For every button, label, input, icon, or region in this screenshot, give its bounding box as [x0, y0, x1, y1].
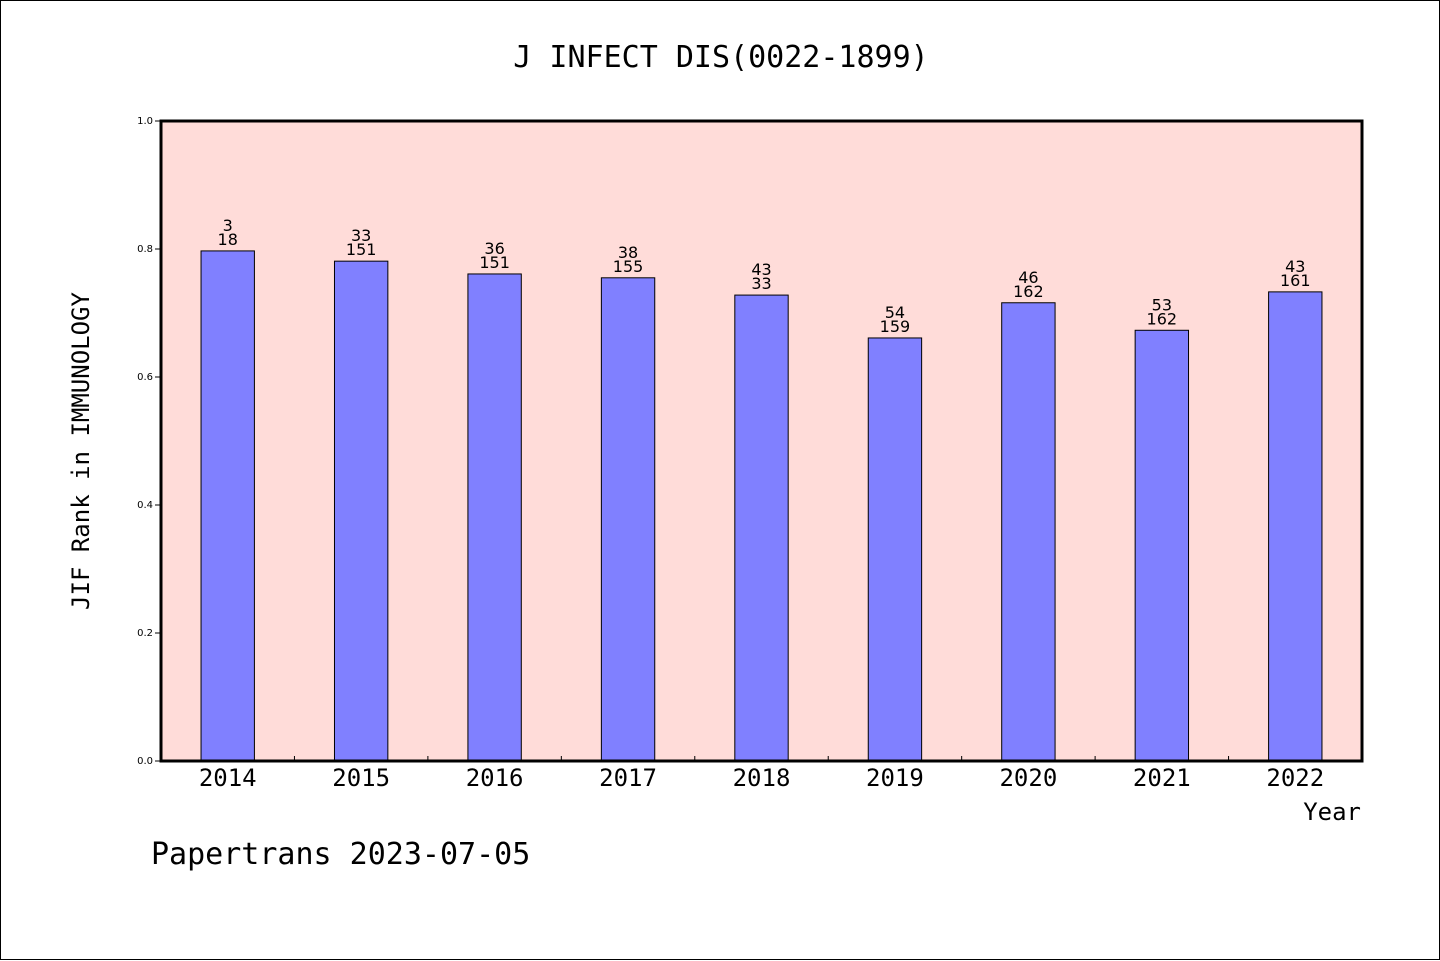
bar-total-label: 162	[1013, 282, 1044, 301]
bar-2019	[867, 337, 923, 762]
y-axis: 0.0 0.2 0.4 0.6 0.8 1.0	[137, 116, 161, 767]
bar-rank-label: 3	[223, 216, 233, 235]
x-tick-label: 2021	[1133, 764, 1191, 792]
footer-credit: Papertrans 2023-07-05	[151, 837, 530, 872]
bar-total-label: 151	[479, 253, 510, 272]
y-tick-label: 0.4	[137, 500, 153, 511]
bar-total-label: 151	[346, 240, 377, 259]
bar-rank-label: 54	[885, 303, 905, 322]
y-axis-label: JIF Rank in IMMUNOLOGY	[67, 292, 95, 610]
bar-rank-label: 38	[618, 243, 638, 262]
bar-2017	[600, 277, 656, 762]
x-tick-label: 2020	[999, 764, 1057, 792]
bar-2020	[1001, 302, 1056, 762]
chart-title: J INFECT DIS(0022-1899)	[513, 40, 928, 75]
bar-total-label: 161	[1280, 271, 1311, 290]
y-tick-label: 0.8	[137, 244, 153, 255]
bar-rank-label: 43	[751, 260, 771, 279]
bar-2016	[467, 273, 522, 762]
x-tick-label: 2018	[733, 764, 791, 792]
plot-border	[159, 119, 1364, 763]
bar-2022	[1268, 291, 1323, 762]
x-tick-label: 2019	[866, 764, 924, 792]
x-tick-label: 2014	[199, 764, 257, 792]
bar-rank-label: 53	[1152, 295, 1172, 314]
bar-total-label: 162	[1147, 309, 1178, 328]
bar-total-label: 159	[880, 317, 911, 336]
x-tick-label: 2017	[599, 764, 657, 792]
y-tick-label: 1.0	[137, 116, 153, 127]
x-tick-label: 2015	[332, 764, 390, 792]
bar-2021	[1134, 329, 1190, 762]
bar-2014	[200, 250, 255, 762]
bar-2018	[734, 294, 789, 762]
x-tick-label: 2016	[466, 764, 524, 792]
y-tick-label: 0.0	[137, 756, 153, 767]
x-axis-label: Year	[1303, 798, 1361, 826]
x-axis: 2014 2015 2016 2017 2018 2019 2020 2021 2022	[199, 756, 1324, 792]
y-tick-label: 0.6	[137, 372, 153, 383]
bar-rank-label: 43	[1285, 257, 1305, 276]
bar-2015	[333, 260, 389, 762]
bar-rank-label: 33	[351, 226, 371, 245]
bar-total-label: 18	[218, 230, 238, 249]
bar-total-label: 155	[613, 257, 644, 276]
y-tick-label: 0.2	[137, 628, 153, 639]
bar-total-label: 33	[751, 274, 771, 293]
x-tick-label: 2022	[1266, 764, 1324, 792]
bar-rank-label: 46	[1018, 268, 1038, 287]
bar-rank-label: 36	[484, 239, 504, 258]
